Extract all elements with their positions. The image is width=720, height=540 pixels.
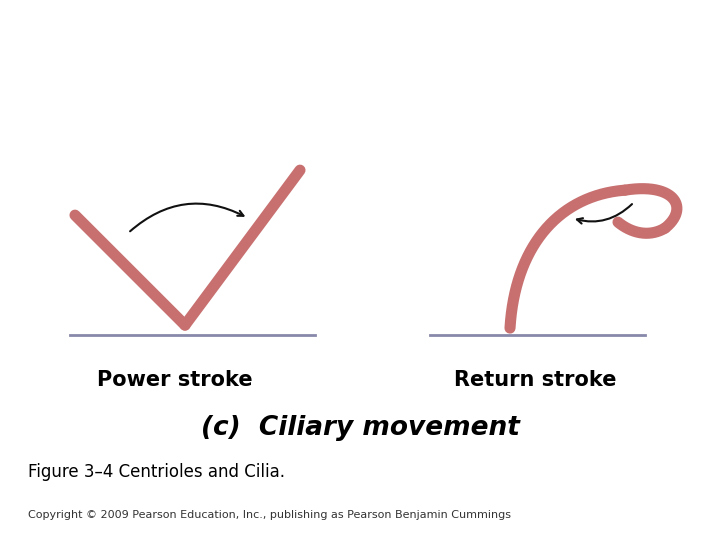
Text: (c)  Ciliary movement: (c) Ciliary movement	[201, 415, 519, 441]
Text: Figure 3–4 Centrioles and Cilia.: Figure 3–4 Centrioles and Cilia.	[28, 463, 285, 481]
Text: Return stroke: Return stroke	[454, 370, 616, 390]
Text: Copyright © 2009 Pearson Education, Inc., publishing as Pearson Benjamin Cumming: Copyright © 2009 Pearson Education, Inc.…	[28, 510, 511, 520]
Text: Organelles and the Cytoplasm: Organelles and the Cytoplasm	[53, 22, 667, 56]
Text: Power stroke: Power stroke	[97, 370, 253, 390]
